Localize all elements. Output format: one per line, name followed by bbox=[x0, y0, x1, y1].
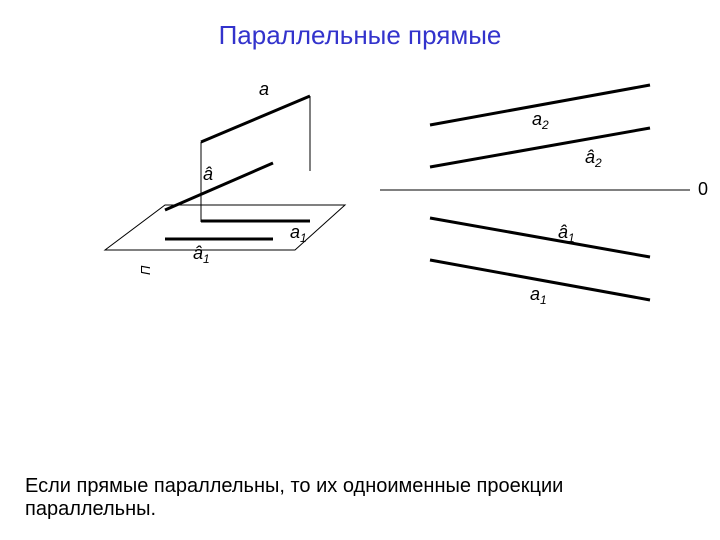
svg-text:â1: â1 bbox=[193, 243, 210, 266]
right-svg: 0 a2 â2 â1 a1 bbox=[380, 75, 710, 305]
caption-line2: параллельны. bbox=[25, 498, 563, 521]
svg-text:a1: a1 bbox=[530, 284, 547, 305]
svg-text:â1: â1 bbox=[558, 222, 575, 245]
svg-text:â2: â2 bbox=[585, 147, 602, 170]
title-text: Параллельные прямые bbox=[219, 20, 502, 50]
svg-text:a1: a1 bbox=[290, 222, 307, 245]
caption-line1: Если прямые параллельны, то их одноименн… bbox=[25, 475, 563, 498]
page-title: Параллельные прямые bbox=[0, 0, 720, 51]
left-diagram: a â a1 â1 П bbox=[45, 75, 365, 310]
svg-text:0: 0 bbox=[698, 179, 708, 199]
right-diagram: 0 a2 â2 â1 a1 bbox=[380, 75, 710, 310]
svg-text:П: П bbox=[138, 265, 153, 275]
svg-text:â: â bbox=[203, 164, 213, 184]
caption: Если прямые параллельны, то их одноименн… bbox=[25, 475, 563, 521]
left-svg: a â a1 â1 П bbox=[45, 75, 365, 305]
svg-text:a2: a2 bbox=[532, 109, 549, 132]
svg-text:a: a bbox=[259, 79, 269, 99]
